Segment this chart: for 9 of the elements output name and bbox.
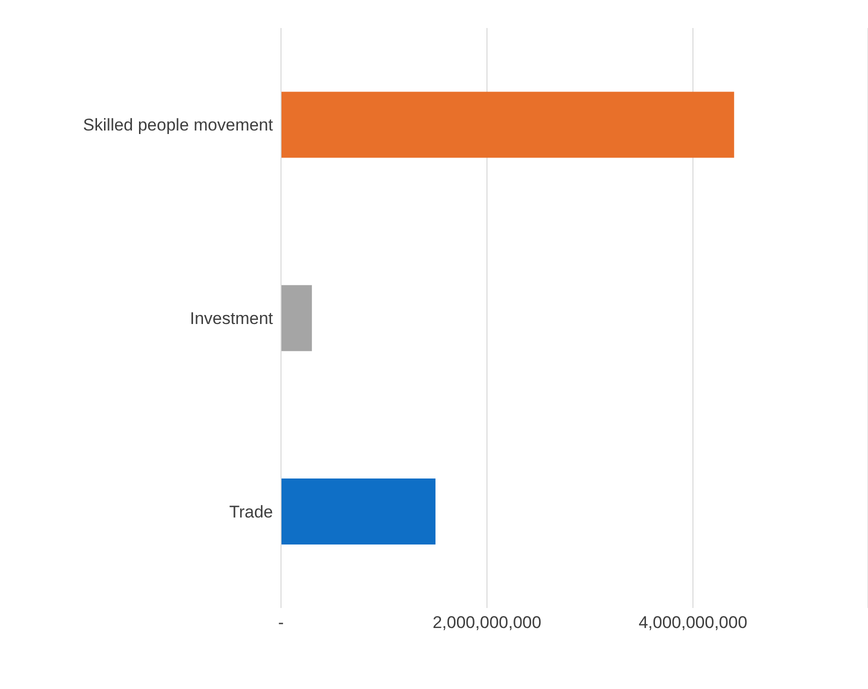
bar <box>281 285 312 352</box>
x-tick-label: 4,000,000,000 <box>638 613 748 632</box>
y-tick-label: Skilled people movement <box>83 116 274 135</box>
x-tick-label: - <box>278 613 284 632</box>
y-tick-label: Trade <box>229 502 273 522</box>
bar <box>281 92 734 158</box>
bar <box>281 478 436 544</box>
x-tick-label: 2,000,000,000 <box>432 613 542 632</box>
y-tick-label: Investment <box>190 309 274 328</box>
